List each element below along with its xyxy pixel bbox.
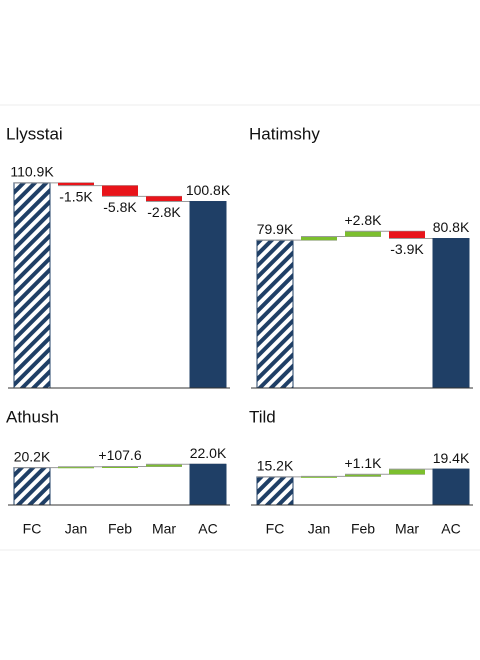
x-tick-label: Feb: [351, 521, 375, 537]
x-tick-label: AC: [441, 521, 460, 537]
bar: [146, 196, 182, 202]
bar: [13, 467, 51, 506]
panel-title: Llysstai: [6, 124, 63, 143]
bar: [345, 231, 381, 237]
panel-title: Tild: [249, 407, 276, 426]
x-tick-label: Mar: [152, 521, 176, 537]
value-label: +107.6: [98, 447, 141, 463]
value-label: 110.9K: [10, 164, 54, 180]
value-label: 100.8K: [186, 182, 231, 198]
x-tick-label: Jan: [65, 521, 88, 537]
bar: [301, 236, 337, 241]
bar: [432, 238, 470, 389]
value-label: -3.9K: [390, 241, 424, 257]
bar: [146, 464, 182, 467]
value-label: 79.9K: [257, 221, 294, 237]
x-tick-label: Feb: [108, 521, 132, 537]
x-tick-label: FC: [266, 521, 285, 537]
bar: [189, 201, 227, 389]
bar: [432, 468, 470, 506]
value-label: 22.0K: [190, 445, 227, 461]
value-label: -1.5K: [59, 188, 93, 204]
bar: [102, 185, 138, 197]
bar: [345, 474, 381, 477]
bar: [13, 182, 51, 389]
value-label: +2.8K: [345, 212, 383, 228]
x-tick-label: FC: [23, 521, 42, 537]
value-label: 80.8K: [433, 219, 470, 235]
x-tick-label: Jan: [308, 521, 331, 537]
bar: [189, 463, 227, 506]
bar: [58, 182, 94, 186]
x-tick-label: Mar: [395, 521, 419, 537]
value-label: 15.2K: [257, 458, 294, 474]
panel-title: Athush: [6, 407, 59, 426]
bar: [301, 476, 337, 478]
bar: [389, 231, 425, 239]
x-tick-label: AC: [198, 521, 217, 537]
value-label: -5.8K: [103, 199, 137, 215]
bar: [102, 466, 138, 469]
panel-title: Hatimshy: [249, 124, 320, 143]
bar: [256, 239, 294, 389]
bar: [389, 469, 425, 475]
value-label: -2.8K: [147, 204, 181, 220]
bar: [58, 466, 94, 469]
value-label: 20.2K: [14, 448, 51, 464]
bar: [256, 476, 294, 506]
value-label: +1.1K: [345, 455, 383, 471]
value-label: 19.4K: [433, 450, 470, 466]
